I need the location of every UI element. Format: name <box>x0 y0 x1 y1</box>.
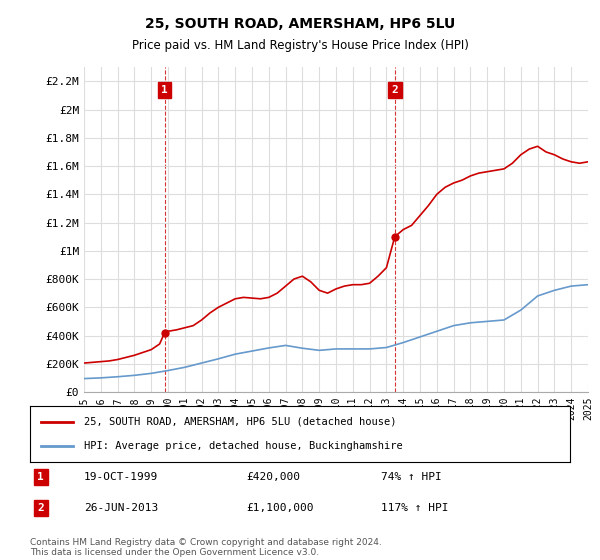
Text: 74% ↑ HPI: 74% ↑ HPI <box>381 472 442 482</box>
Text: £420,000: £420,000 <box>246 472 300 482</box>
Text: 117% ↑ HPI: 117% ↑ HPI <box>381 503 449 513</box>
Text: 25, SOUTH ROAD, AMERSHAM, HP6 5LU: 25, SOUTH ROAD, AMERSHAM, HP6 5LU <box>145 17 455 31</box>
Text: Contains HM Land Registry data © Crown copyright and database right 2024.
This d: Contains HM Land Registry data © Crown c… <box>30 538 382 557</box>
Text: Price paid vs. HM Land Registry's House Price Index (HPI): Price paid vs. HM Land Registry's House … <box>131 39 469 52</box>
Text: 1: 1 <box>161 85 168 95</box>
Text: 19-OCT-1999: 19-OCT-1999 <box>84 472 158 482</box>
Text: 25, SOUTH ROAD, AMERSHAM, HP6 5LU (detached house): 25, SOUTH ROAD, AMERSHAM, HP6 5LU (detac… <box>84 417 397 427</box>
Text: 2: 2 <box>391 85 398 95</box>
Text: 2: 2 <box>37 503 44 513</box>
Text: £1,100,000: £1,100,000 <box>246 503 314 513</box>
Text: 1: 1 <box>37 472 44 482</box>
Text: HPI: Average price, detached house, Buckinghamshire: HPI: Average price, detached house, Buck… <box>84 441 403 451</box>
Text: 26-JUN-2013: 26-JUN-2013 <box>84 503 158 513</box>
